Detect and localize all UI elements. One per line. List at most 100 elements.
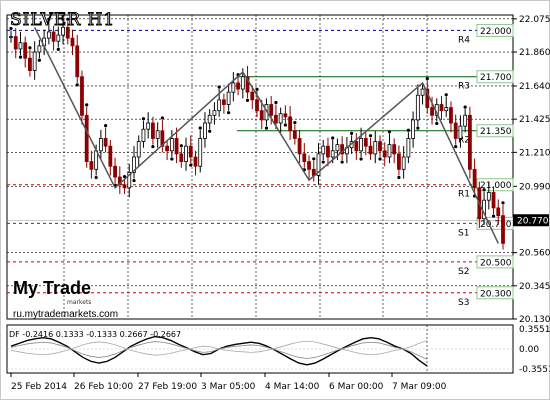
- candle-body: [491, 192, 496, 209]
- fractal-dot: [189, 163, 193, 167]
- fractal-dot: [378, 157, 382, 161]
- fractal-dot: [132, 178, 136, 183]
- chart-title: SILVER H1: [9, 10, 116, 31]
- candle-body: [283, 113, 288, 118]
- level-value-box: [476, 23, 514, 37]
- candle-body: [80, 76, 84, 116]
- candle-body: [146, 122, 151, 130]
- level-value-box: [476, 124, 514, 138]
- price-tick-label: 21.640: [519, 82, 550, 92]
- candle-body: [430, 107, 434, 116]
- level-name-s2: S2: [458, 267, 469, 277]
- candle-body: [302, 153, 307, 162]
- candle-body: [113, 165, 117, 178]
- candle-body: [18, 42, 23, 50]
- candle-body: [486, 192, 491, 201]
- fractal-dot: [491, 214, 496, 218]
- level-value-s3: 20.300: [480, 289, 512, 299]
- fractal-dot: [501, 201, 505, 205]
- candle-body: [458, 125, 463, 139]
- fractal-dot: [444, 93, 448, 97]
- candle-body: [269, 104, 274, 116]
- fractal-dot: [18, 55, 23, 59]
- fractal-dot: [293, 120, 297, 125]
- fractal-dot: [350, 131, 354, 135]
- candle-body: [188, 145, 193, 158]
- candle-body: [316, 153, 321, 176]
- candle-body: [61, 26, 65, 36]
- fractal-dot: [387, 130, 392, 134]
- fractal-dot: [312, 157, 316, 161]
- fractal-dot: [160, 116, 164, 120]
- fractal-dot: [359, 157, 363, 161]
- fractal-dot: [454, 145, 458, 149]
- fractal-dot: [274, 100, 278, 105]
- fractal-dot: [170, 157, 174, 161]
- level-value-r2: 21.350: [480, 127, 512, 137]
- candle-body: [250, 91, 255, 101]
- candle-body: [387, 144, 392, 158]
- time-tick-label: 3 Mar 05:00: [201, 382, 256, 392]
- candle-body: [420, 88, 425, 96]
- candle-body: [496, 207, 501, 217]
- candle-body: [240, 76, 245, 90]
- fractal-dot: [75, 83, 79, 87]
- candle-body: [155, 130, 160, 139]
- time-tick-label: 7 Mar 09:00: [392, 382, 447, 392]
- fractal-dot: [227, 111, 231, 115]
- candle-body: [212, 110, 217, 116]
- fractal-dot: [208, 129, 212, 133]
- candle-body: [392, 144, 397, 155]
- fractal-dot: [85, 103, 89, 107]
- level-name-r3: R3: [458, 82, 470, 92]
- main-plot-area: [6, 14, 514, 320]
- candle-body: [368, 145, 373, 155]
- candle-body: [23, 42, 28, 59]
- candle-body: [359, 138, 363, 152]
- candle-body: [70, 37, 75, 47]
- candle-body: [292, 130, 297, 139]
- last-price-box: [513, 214, 549, 227]
- candle-body: [255, 99, 259, 112]
- fractal-dot: [331, 136, 335, 140]
- time-tick-label: 6 Mar 00:00: [329, 382, 384, 392]
- candle-body: [326, 145, 330, 158]
- candle-body: [463, 114, 468, 127]
- candle-body: [226, 91, 231, 105]
- candle-body: [373, 141, 378, 155]
- fractal-dot: [435, 121, 439, 126]
- fractal-dot: [321, 160, 325, 164]
- level-value-r4: 22.000: [480, 27, 512, 37]
- logo-subtext: markets: [67, 299, 92, 306]
- time-tick-label: 26 Feb 10:00: [74, 382, 133, 392]
- candle-body: [75, 45, 80, 78]
- candle-body: [217, 99, 222, 112]
- fractal-dot: [255, 87, 259, 91]
- candle-body: [401, 156, 406, 170]
- candle-body: [439, 104, 444, 112]
- level-value-r3: 21.700: [480, 73, 512, 83]
- candle-body: [415, 94, 420, 121]
- fractal-dot: [482, 188, 486, 192]
- candle-body: [288, 116, 293, 132]
- candle-body: [151, 122, 155, 139]
- indicator-line-3: [10, 340, 428, 356]
- fractal-dot: [425, 76, 429, 81]
- fractal-dot: [151, 145, 155, 149]
- candle-body: [378, 141, 382, 152]
- fractal-dot: [340, 160, 344, 164]
- candle-body: [330, 150, 335, 158]
- level-value-s2: 20.500: [480, 258, 512, 268]
- price-tick-label: 20.345: [519, 282, 550, 292]
- level-value-r1: 21.000: [480, 181, 512, 191]
- price-tick-label: 21.425: [519, 115, 550, 125]
- candle-body: [117, 176, 122, 186]
- price-tick-label: 20.130: [519, 315, 550, 325]
- candle-body: [136, 141, 141, 158]
- candle-body: [13, 36, 18, 50]
- candle-body: [444, 107, 449, 112]
- candle-body: [397, 153, 401, 170]
- candle-body: [37, 45, 42, 53]
- candle-body: [236, 82, 240, 90]
